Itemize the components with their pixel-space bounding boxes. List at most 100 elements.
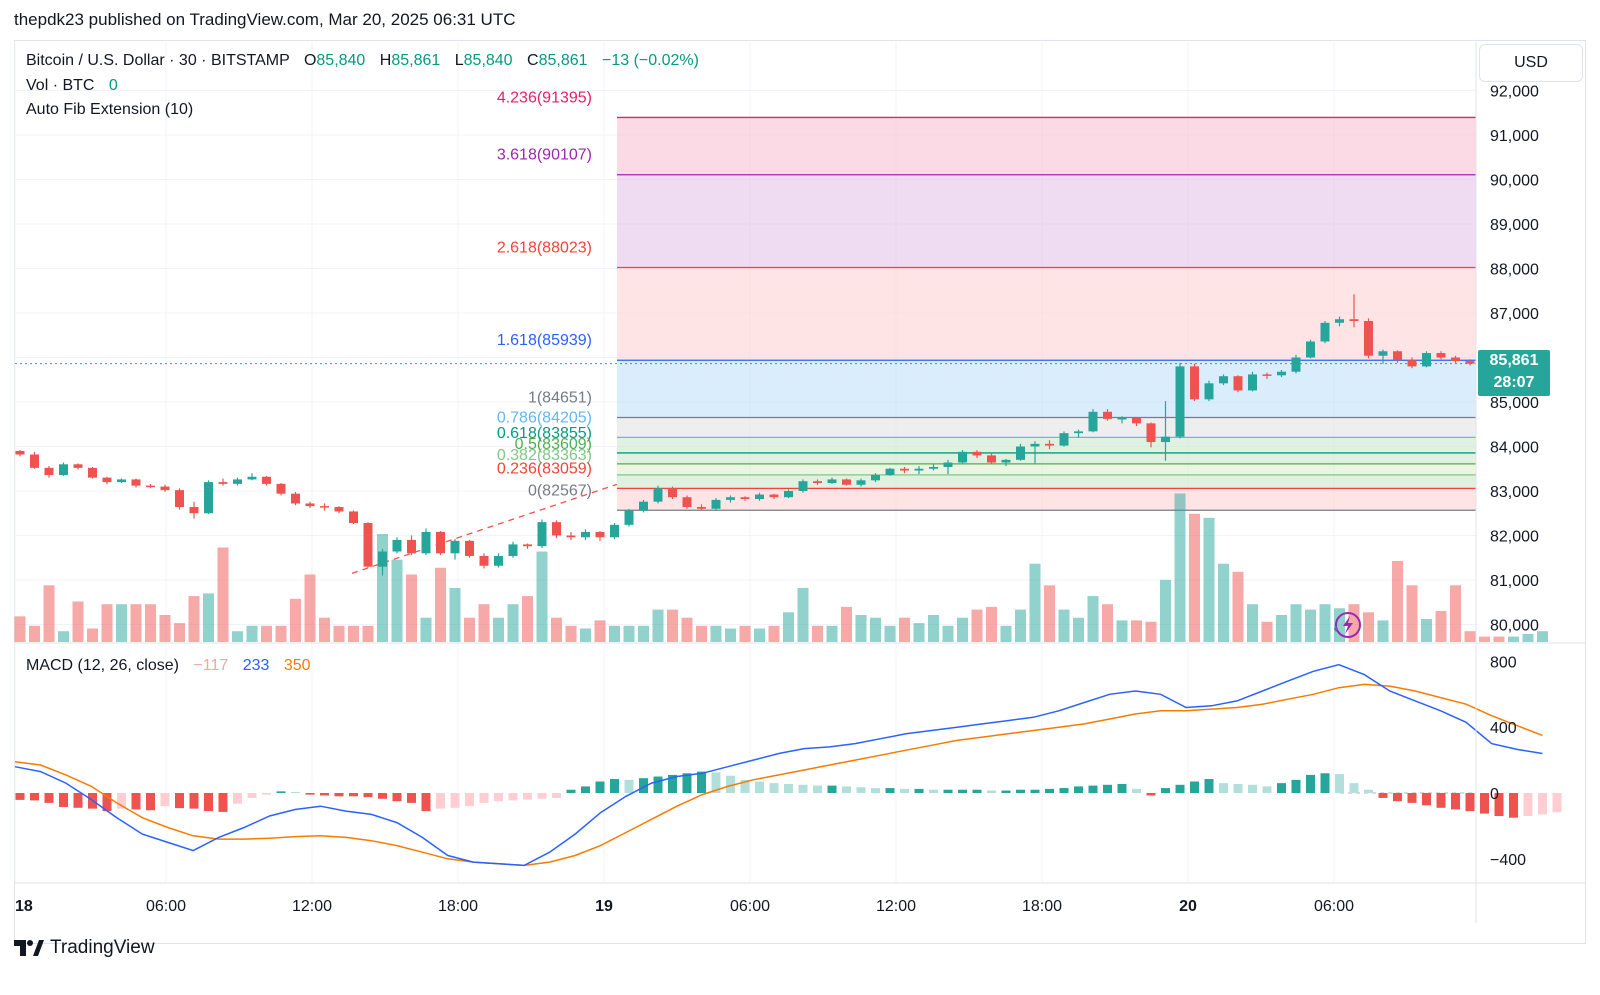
volume-bar [217,547,229,642]
close-value: 85,861 [538,52,588,69]
price-tick-label: 83,000 [1490,484,1539,501]
macd-histogram-bar [726,775,735,793]
candle-body [465,540,474,556]
macd-histogram-bar [262,793,271,795]
macd-histogram-bar [914,788,924,793]
candle-body [59,464,68,475]
volume-bar [174,623,185,642]
macd-histogram-bar [929,789,938,793]
candle-body [1436,353,1446,358]
time-tick-label: 06:00 [730,898,770,915]
candle-body [1364,321,1373,356]
macd-histogram-bar [450,793,460,808]
volume-bar [1058,609,1070,642]
volume-bar [188,596,200,642]
volume-bar [507,604,519,642]
price-tick-label: 88,000 [1490,262,1539,279]
fib-level-label: 0.382(83363) [497,447,592,464]
macd-histogram-bar [320,793,329,796]
candle-body [247,476,257,480]
macd-signal-value: 350 [283,657,311,674]
volume-bar [203,593,214,642]
macd-histogram-bar [421,793,431,812]
macd-histogram-bar [175,793,184,809]
volume-bar [101,604,113,642]
volume-bar [1102,604,1113,642]
macd-histogram-bar [378,793,387,799]
volume-bar [971,609,983,642]
candle-body [146,485,155,488]
candle-body [682,497,692,508]
candle-body [1393,351,1402,361]
volume-bar [1392,561,1403,642]
publication-info: thepdk23 published on TradingView.com, M… [14,10,516,29]
time-tick-label: 12:00 [876,898,916,915]
volume-bar [594,620,606,642]
macd-tick-label: 400 [1490,720,1517,737]
volume-bar [623,625,635,642]
candlesticks [15,294,1547,576]
candle-body [1146,423,1156,443]
macd-histogram-bar [131,793,141,810]
macd-histogram-bar [334,793,344,797]
candle-body [392,539,402,552]
lightning-icon[interactable] [1330,609,1362,641]
macd-line [14,663,1543,867]
macd-histogram-bar [1219,783,1228,793]
candle-body [842,479,851,485]
volume-bar [493,617,504,642]
macd-histogram-bar [1509,793,1518,818]
volume-bar [1377,620,1389,642]
fib-level-label: 0.618(83855) [497,425,592,442]
fib-level-label: 4.236(91395) [497,89,592,106]
volume-bar [348,625,359,642]
volume-bar [43,585,55,642]
fib-zone [617,474,1476,489]
macd-histogram-bar [1451,793,1460,810]
macd-histogram-bar [407,793,416,803]
candle-body [929,466,938,469]
macd-histogram-bar [1161,788,1170,793]
macd-tick-label: 0 [1490,786,1499,803]
macd-histogram-bar [1364,789,1373,793]
time-tick-label: 18 [15,898,33,915]
macd-histogram-bar [813,785,822,793]
macd-histogram-bar [871,788,880,793]
macd-pane [14,663,1562,867]
macd-histogram-bar [204,793,213,812]
currency-button[interactable]: USD [1479,44,1583,82]
macd-histogram-bar [856,787,866,793]
price-tick-label: 84,000 [1490,440,1539,457]
tradingview-logo-icon [14,940,44,956]
candle-body [943,462,953,467]
macd-histogram-bar [1465,793,1475,812]
macd-histogram-bar [494,793,503,802]
macd-histogram-bar [1233,783,1243,793]
volume-bar [1493,636,1505,642]
volume-bar [1363,612,1374,642]
brand-name: TradingView [50,937,155,958]
candle-body [755,494,764,500]
volume-bar [1044,585,1055,642]
macd-histogram-bar [508,793,518,801]
fib-zone [617,267,1476,361]
macd-signal-line [14,683,1543,867]
volume-bar [870,617,881,642]
fib-trend-line [351,483,618,574]
macd-histogram-bar [146,793,155,811]
volume-bar [812,625,823,642]
candle-body [523,544,532,547]
price-tick-label: 87,000 [1490,306,1539,323]
volume-bar [1247,604,1258,642]
macd-histogram-bar [537,793,547,799]
macd-histogram-bar [1320,773,1330,793]
volume-bar [14,616,26,642]
volume-bar [1522,633,1534,642]
candle-body [218,482,228,484]
macd-histogram-bar [900,788,909,793]
volume-bar [261,625,272,642]
last-price-label: 85,861 28:07 [1478,350,1550,396]
candle-body [1262,374,1272,376]
volume-bar [986,606,997,642]
